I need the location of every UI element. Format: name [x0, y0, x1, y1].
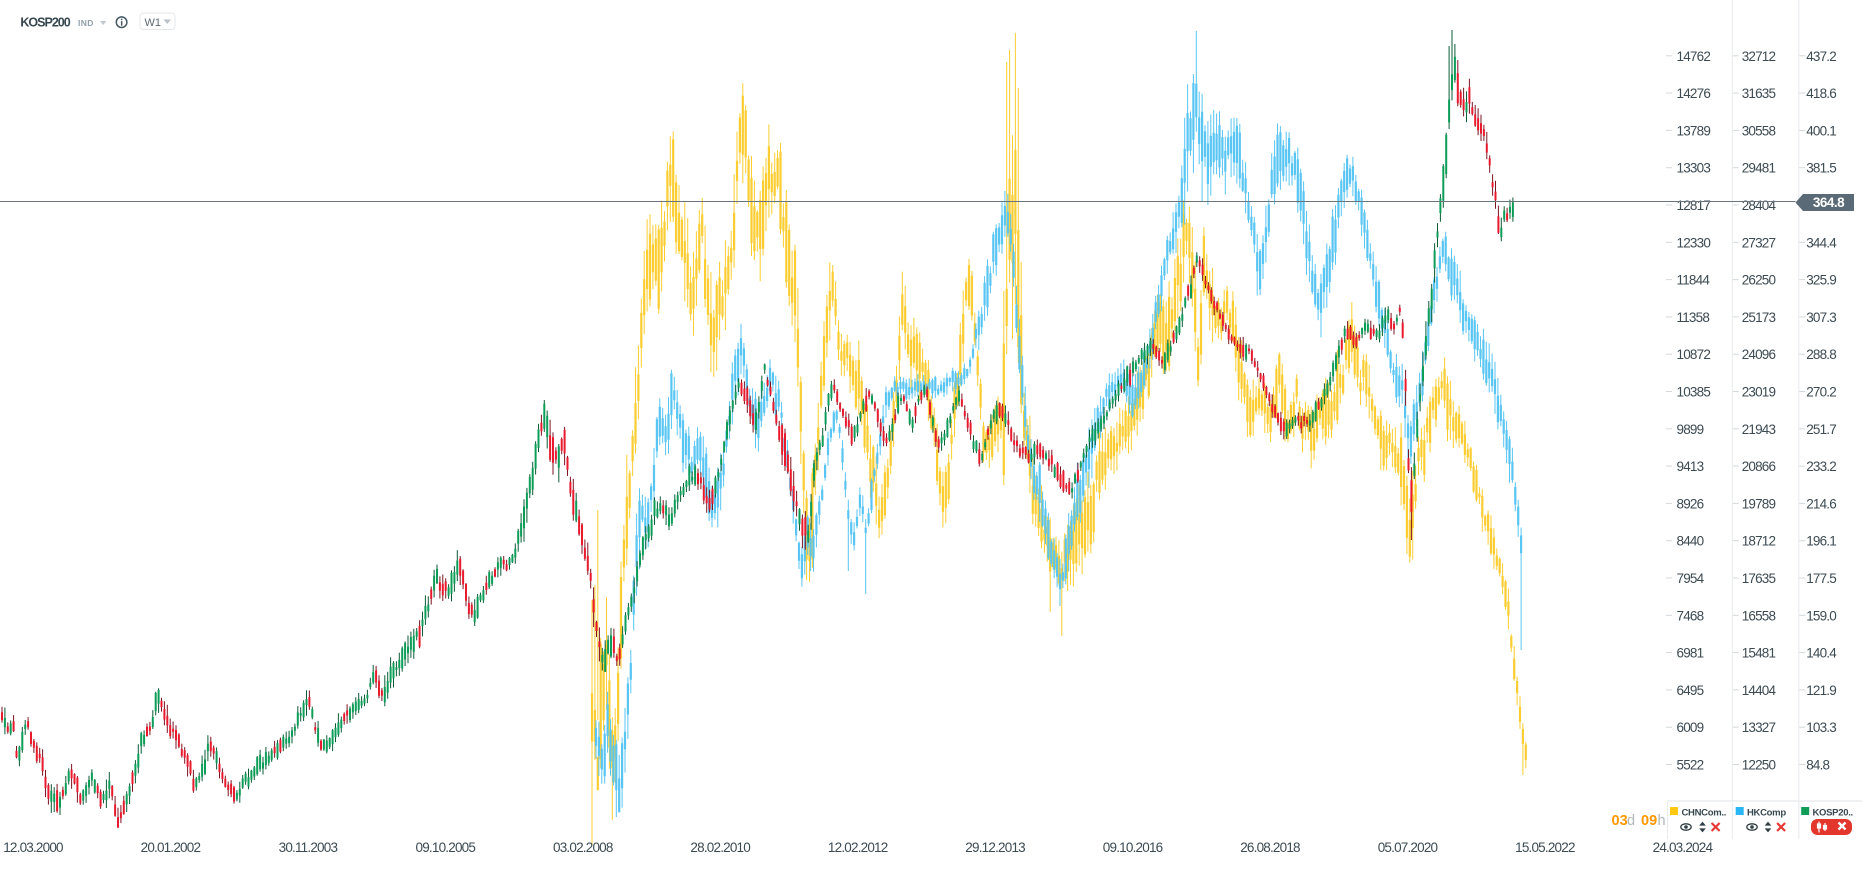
svg-text:159.0: 159.0: [1806, 608, 1836, 623]
svg-text:14276: 14276: [1677, 86, 1711, 101]
svg-text:25173: 25173: [1742, 310, 1776, 325]
svg-text:05.07.2020: 05.07.2020: [1378, 840, 1438, 855]
svg-text:307.3: 307.3: [1806, 310, 1836, 325]
svg-text:9413: 9413: [1677, 459, 1704, 474]
svg-text:11358: 11358: [1677, 310, 1710, 325]
svg-text:23019: 23019: [1742, 385, 1776, 400]
svg-text:09.10.2016: 09.10.2016: [1103, 840, 1163, 855]
svg-text:121.9: 121.9: [1806, 683, 1836, 698]
svg-text:13327: 13327: [1742, 720, 1776, 735]
svg-text:16558: 16558: [1742, 608, 1776, 623]
svg-text:7954: 7954: [1677, 571, 1705, 586]
svg-text:03: 03: [1612, 813, 1628, 829]
svg-text:9899: 9899: [1677, 422, 1704, 437]
svg-text:28404: 28404: [1742, 198, 1777, 213]
svg-text:6009: 6009: [1677, 720, 1704, 735]
svg-text:13303: 13303: [1677, 161, 1711, 176]
svg-text:214.6: 214.6: [1806, 496, 1836, 511]
svg-text:12.02.2012: 12.02.2012: [828, 840, 888, 855]
svg-text:140.4: 140.4: [1806, 646, 1837, 661]
svg-text:12250: 12250: [1742, 758, 1776, 773]
svg-text:10385: 10385: [1677, 385, 1711, 400]
svg-text:HKComp: HKComp: [1747, 808, 1786, 819]
svg-text:26250: 26250: [1742, 273, 1776, 288]
svg-text:32712: 32712: [1742, 49, 1776, 64]
svg-text:31635: 31635: [1742, 86, 1776, 101]
svg-text:21943: 21943: [1742, 422, 1776, 437]
svg-text:288.8: 288.8: [1806, 347, 1836, 362]
svg-text:19789: 19789: [1742, 496, 1776, 511]
svg-text:103.3: 103.3: [1806, 720, 1836, 735]
svg-text:17635: 17635: [1742, 571, 1776, 586]
svg-text:18712: 18712: [1742, 534, 1776, 549]
svg-text:196.1: 196.1: [1806, 534, 1836, 549]
svg-text:177.5: 177.5: [1806, 571, 1836, 586]
svg-text:233.2: 233.2: [1806, 459, 1836, 474]
svg-text:KOSP200: KOSP200: [20, 16, 70, 30]
svg-text:364.8: 364.8: [1813, 195, 1845, 210]
svg-text:20866: 20866: [1742, 459, 1776, 474]
svg-text:270.2: 270.2: [1806, 385, 1836, 400]
svg-text:8926: 8926: [1677, 496, 1704, 511]
svg-text:28.02.2010: 28.02.2010: [690, 840, 750, 855]
svg-text:11844: 11844: [1677, 273, 1711, 288]
svg-text:7468: 7468: [1677, 608, 1704, 623]
svg-text:14404: 14404: [1742, 683, 1777, 698]
svg-text:20.01.2002: 20.01.2002: [141, 840, 201, 855]
svg-text:29.12.2013: 29.12.2013: [965, 840, 1025, 855]
svg-text:09.10.2005: 09.10.2005: [416, 840, 476, 855]
svg-text:381.5: 381.5: [1806, 161, 1836, 176]
svg-text:418.6: 418.6: [1806, 86, 1836, 101]
svg-text:h: h: [1658, 813, 1666, 829]
svg-text:30558: 30558: [1742, 123, 1776, 138]
svg-text:15481: 15481: [1742, 646, 1776, 661]
svg-text:12817: 12817: [1677, 198, 1711, 213]
svg-text:29481: 29481: [1742, 161, 1776, 176]
svg-text:6981: 6981: [1677, 646, 1704, 661]
svg-text:13789: 13789: [1677, 123, 1711, 138]
svg-text:12.03.2000: 12.03.2000: [3, 840, 63, 855]
svg-text:10872: 10872: [1677, 347, 1711, 362]
svg-text:344.4: 344.4: [1806, 235, 1837, 250]
svg-text:5522: 5522: [1677, 758, 1704, 773]
svg-text:03.02.2008: 03.02.2008: [553, 840, 613, 855]
svg-text:IND: IND: [78, 18, 94, 28]
svg-text:84.8: 84.8: [1806, 758, 1829, 773]
svg-text:09: 09: [1641, 813, 1657, 829]
svg-text:15.05.2022: 15.05.2022: [1515, 840, 1575, 855]
svg-text:W1: W1: [145, 17, 162, 29]
svg-text:251.7: 251.7: [1806, 422, 1836, 437]
svg-text:CHNCom..: CHNCom..: [1682, 808, 1727, 819]
svg-text:14762: 14762: [1677, 49, 1711, 64]
svg-text:26.08.2018: 26.08.2018: [1240, 840, 1300, 855]
svg-text:6495: 6495: [1677, 683, 1704, 698]
svg-text:325.9: 325.9: [1806, 273, 1836, 288]
svg-text:8440: 8440: [1677, 534, 1704, 549]
svg-text:KOSP20..: KOSP20..: [1813, 808, 1853, 819]
svg-text:437.2: 437.2: [1806, 49, 1836, 64]
svg-text:30.11.2003: 30.11.2003: [279, 840, 338, 855]
svg-text:24096: 24096: [1742, 347, 1776, 362]
svg-text:27327: 27327: [1742, 235, 1776, 250]
svg-text:12330: 12330: [1677, 235, 1711, 250]
svg-text:24.03.2024: 24.03.2024: [1653, 840, 1714, 855]
svg-text:d: d: [1627, 813, 1635, 829]
svg-text:400.1: 400.1: [1806, 123, 1836, 138]
